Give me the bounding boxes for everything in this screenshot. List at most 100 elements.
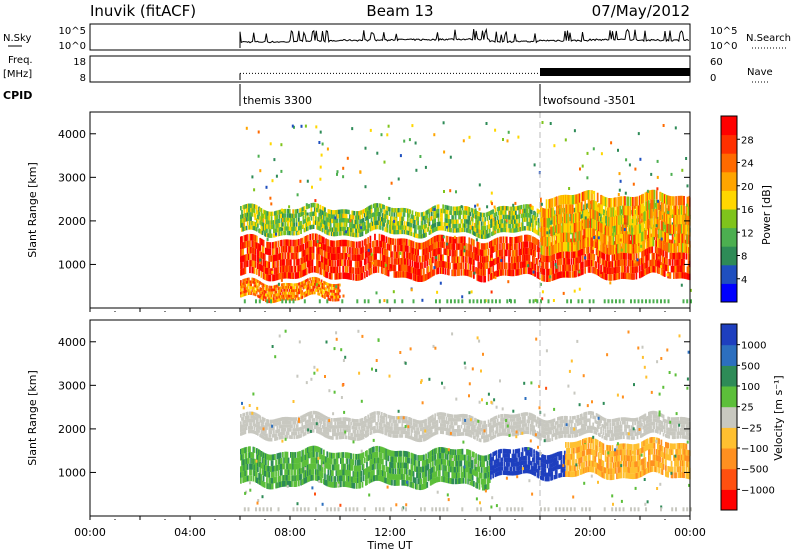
range-gate-cell [571, 195, 574, 205]
range-gate-cell [370, 267, 373, 275]
range-gate-cell [313, 279, 316, 283]
range-gate-cell [325, 251, 327, 259]
nsky-rtick-top: 10^5 [710, 26, 737, 37]
range-gate-cell [478, 212, 481, 217]
range-gate-cell [408, 252, 410, 260]
range-gate-cell [310, 291, 313, 295]
range-gate-cell [473, 265, 475, 273]
range-gate-cell [500, 219, 502, 224]
range-gate-cell [437, 261, 440, 268]
range-gate-cell [326, 212, 329, 218]
range-gate-cell [582, 209, 584, 214]
range-gate-cell [486, 212, 489, 217]
range-gate-cell [528, 261, 531, 268]
range-gate-cell [471, 239, 474, 246]
range-gate-cell [637, 213, 640, 218]
range-gate-cell [671, 265, 674, 273]
range-gate-cell [419, 234, 422, 239]
range-gate-cell [603, 259, 606, 267]
range-gate-cell [266, 293, 268, 297]
range-gate-cell [398, 221, 400, 226]
range-gate-cell [618, 253, 621, 260]
range-gate-cell [445, 209, 448, 214]
range-gate-cell [398, 245, 400, 252]
range-gate-cell [604, 225, 607, 235]
range-gate-cell [608, 216, 610, 227]
range-gate-cell [552, 274, 555, 281]
range-gate-cell [525, 217, 527, 222]
range-gate-cell [679, 259, 682, 266]
range-gate-cell [528, 248, 531, 255]
range-gate-cell [327, 239, 330, 246]
range-gate-cell [574, 264, 576, 271]
cpid-segments: themis 3300 twofsound -3501 [239, 84, 636, 107]
range-gate-cell [588, 199, 591, 209]
range-gate-cell [459, 210, 462, 215]
range-gate-cell [350, 227, 352, 233]
range-gate-cell [396, 208, 399, 213]
range-gate-cell [478, 275, 481, 282]
range-gate-cell [254, 284, 257, 288]
scatter-cell [507, 280, 510, 284]
range-gate-cell [495, 251, 498, 258]
range-gate-cell [628, 234, 631, 244]
range-gate-cell [567, 264, 570, 272]
range-gate-cell [305, 204, 308, 210]
range-gate-cell [409, 231, 412, 236]
range-gate-cell [477, 242, 480, 249]
range-gate-cell [303, 283, 306, 286]
range-gate-cell [301, 257, 304, 264]
range-gate-cell [328, 283, 331, 287]
date-title: 07/May/2012 [592, 2, 690, 20]
range-gate-cell [382, 204, 384, 209]
range-gate-cell [519, 268, 522, 275]
range-gate-cell [391, 212, 393, 217]
range-gate-cell [288, 283, 291, 286]
range-gate-cell [298, 265, 300, 272]
range-gate-cell [279, 253, 282, 260]
range-gate-cell [441, 217, 443, 222]
range-gate-cell [260, 288, 263, 291]
range-gate-cell [337, 259, 340, 267]
range-gate-cell [293, 218, 296, 223]
range-gate-cell [355, 219, 358, 225]
range-gate-cell [462, 269, 465, 276]
range-gate-cell [336, 295, 339, 299]
range-gate-cell [312, 282, 315, 286]
range-gate-cell [619, 224, 622, 235]
range-gate-cell [618, 206, 621, 216]
range-gate-cell [340, 213, 342, 219]
range-gate-cell [390, 244, 392, 251]
range-gate-cell [584, 219, 587, 229]
range-gate-cell [255, 268, 258, 275]
range-gate-cell [502, 223, 505, 228]
scatter-cell [345, 230, 348, 234]
range-gate-cell [454, 210, 457, 216]
range-gate-cell [398, 208, 400, 213]
range-gate-cell [337, 222, 340, 228]
range-gate-cell [612, 197, 615, 208]
range-gate-cell [499, 262, 501, 270]
range-gate-cell [616, 260, 618, 267]
range-gate-cell [671, 252, 674, 260]
range-gate-cell [428, 258, 431, 266]
range-gate-cell [580, 201, 583, 212]
range-gate-cell [537, 218, 540, 223]
range-gate-cell [425, 273, 427, 281]
range-gate-cell [340, 239, 342, 247]
range-gate-cell [402, 251, 405, 258]
range-gate-cell [342, 218, 345, 223]
range-gate-cell [558, 195, 560, 206]
range-gate-cell [243, 293, 246, 297]
range-gate-cell [485, 212, 488, 217]
range-gate-cell [665, 223, 667, 233]
range-gate-cell [318, 217, 321, 222]
range-gate-cell [451, 236, 454, 244]
range-gate-cell [463, 227, 466, 233]
range-gate-cell [612, 216, 615, 226]
range-gate-cell [442, 254, 445, 261]
range-gate-cell [327, 209, 330, 214]
range-gate-cell [421, 220, 424, 226]
range-gate-cell [559, 242, 562, 252]
range-gate-cell [294, 246, 297, 253]
